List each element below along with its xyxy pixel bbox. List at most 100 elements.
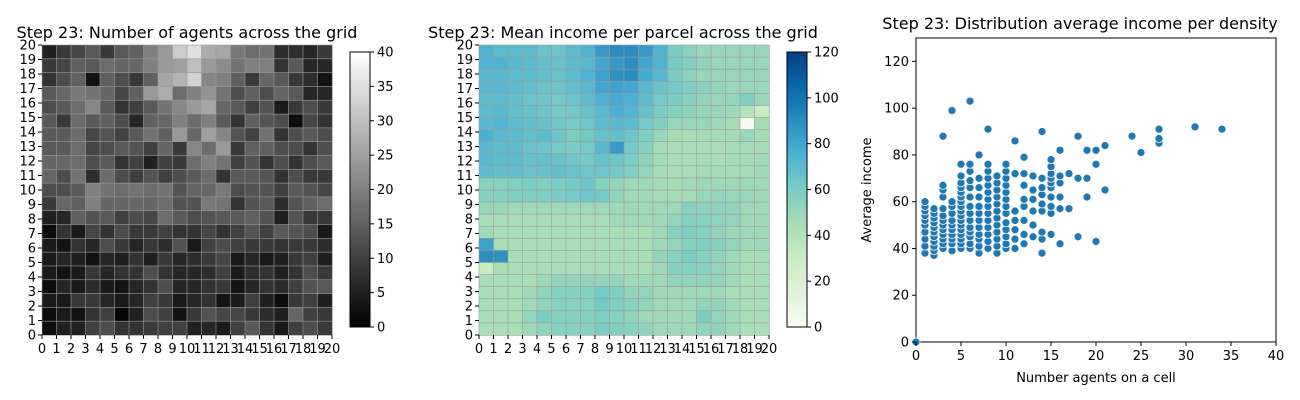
heatmap-cell	[681, 225, 698, 239]
heatmap-cell	[215, 320, 232, 336]
heatmap-cell	[157, 265, 174, 281]
heatmap-cell	[696, 68, 712, 82]
colorbar-swatch	[350, 292, 370, 297]
heatmap-cell	[580, 165, 596, 179]
heatmap-cell	[696, 93, 712, 107]
colorbar-swatch	[787, 182, 807, 187]
heatmap-cell	[259, 72, 275, 88]
heatmap-cell	[215, 238, 232, 253]
heatmap-cell	[172, 72, 188, 88]
y-tick-label: 10	[456, 184, 473, 199]
heatmap-cell	[273, 265, 290, 281]
heatmap-cell	[580, 310, 596, 324]
heatmap-cell	[317, 265, 333, 281]
colorbar-swatch	[787, 103, 807, 108]
heatmap-cell	[522, 298, 538, 312]
heatmap-cell	[215, 265, 232, 281]
heatmap-cell	[230, 127, 246, 143]
heatmap-cell	[128, 265, 145, 281]
heatmap-cell	[551, 286, 567, 300]
colorbar-swatch	[787, 292, 807, 297]
heatmap-cell	[580, 225, 596, 239]
colorbar-swatch	[787, 158, 807, 163]
colorbar-swatch	[350, 182, 370, 187]
heatmap-cell	[710, 322, 727, 336]
heatmap-cell	[522, 250, 538, 264]
heatmap-cell	[186, 168, 203, 184]
heatmap-cell	[681, 322, 698, 336]
scatter-point	[1064, 169, 1074, 178]
heatmap-cell	[273, 238, 290, 253]
heatmap-cell	[259, 86, 275, 101]
income-heatmap-title: Step 23: Mean income per parcel across t…	[428, 23, 818, 42]
x-tick-label: 0	[475, 342, 483, 357]
colorbar-swatch	[787, 175, 807, 180]
heatmap-cell	[710, 225, 727, 239]
colorbar-swatch	[350, 131, 370, 135]
colorbar-swatch	[787, 282, 807, 287]
x-tick-label: 1	[52, 342, 60, 357]
heatmap-cell	[157, 58, 174, 74]
heatmap-cell	[85, 127, 101, 143]
heatmap-cell	[565, 68, 582, 82]
heatmap-cell	[696, 274, 712, 288]
x-tick-label: 12	[208, 342, 225, 357]
colorbar-swatch	[787, 247, 807, 252]
heatmap-cell	[99, 251, 116, 267]
heatmap-cell	[230, 210, 246, 226]
heatmap-cell	[478, 310, 495, 324]
colorbar-swatch	[787, 272, 807, 276]
colorbar-swatch	[787, 217, 807, 221]
heatmap-cell	[41, 279, 58, 295]
heatmap-cell	[710, 238, 727, 252]
heatmap-cell	[157, 72, 174, 88]
colorbar-swatch	[787, 265, 807, 270]
heatmap-cell	[70, 196, 87, 212]
heatmap-cell	[725, 105, 741, 119]
heatmap-cell	[70, 238, 87, 253]
heatmap-cell	[186, 155, 203, 170]
heatmap-cell	[85, 86, 101, 101]
heatmap-cell	[99, 44, 116, 60]
colorbar-tick-label: 100	[814, 91, 839, 106]
x-tick-label: 5	[547, 342, 555, 357]
heatmap-cell	[99, 99, 116, 115]
colorbar-swatch	[350, 282, 370, 287]
heatmap-cell	[754, 213, 770, 227]
heatmap-cell	[710, 250, 727, 264]
heatmap-cell	[710, 141, 727, 155]
heatmap-cell	[725, 153, 741, 167]
heatmap-cell	[507, 201, 524, 215]
colorbar-tick-label: 5	[377, 286, 385, 301]
heatmap-cell	[41, 251, 58, 267]
y-tick-label: 1	[465, 314, 473, 329]
heatmap-cell	[551, 129, 567, 143]
colorbar-swatch	[787, 285, 807, 290]
heatmap-cell	[288, 155, 304, 170]
heatmap-cell	[114, 320, 130, 336]
heatmap-cell	[725, 274, 741, 288]
heatmap-cell	[172, 141, 188, 157]
colorbar-swatch	[787, 69, 807, 74]
heatmap-cell	[201, 307, 217, 322]
heatmap-cell	[114, 86, 130, 101]
x-tick-label: 6	[562, 342, 570, 357]
heatmap-cell	[302, 182, 319, 198]
heatmap-cell	[623, 93, 640, 107]
scatter-point	[1010, 234, 1020, 244]
heatmap-cell	[696, 298, 712, 312]
scatter-point	[1019, 216, 1029, 225]
colorbar-swatch	[787, 278, 807, 283]
heatmap-cell	[172, 251, 188, 267]
heatmap-cell	[70, 141, 87, 157]
scatter-point	[1037, 173, 1047, 183]
heatmap-cell	[739, 322, 756, 336]
x-tick-label: 20	[324, 342, 341, 357]
heatmap-cell	[493, 153, 509, 167]
heatmap-cell	[551, 80, 567, 94]
heatmap-cell	[143, 238, 159, 253]
x-tick-label: 11	[193, 342, 210, 357]
heatmap-cell	[230, 224, 246, 239]
scatter-point	[1019, 230, 1029, 239]
heatmap-cell	[652, 250, 669, 264]
